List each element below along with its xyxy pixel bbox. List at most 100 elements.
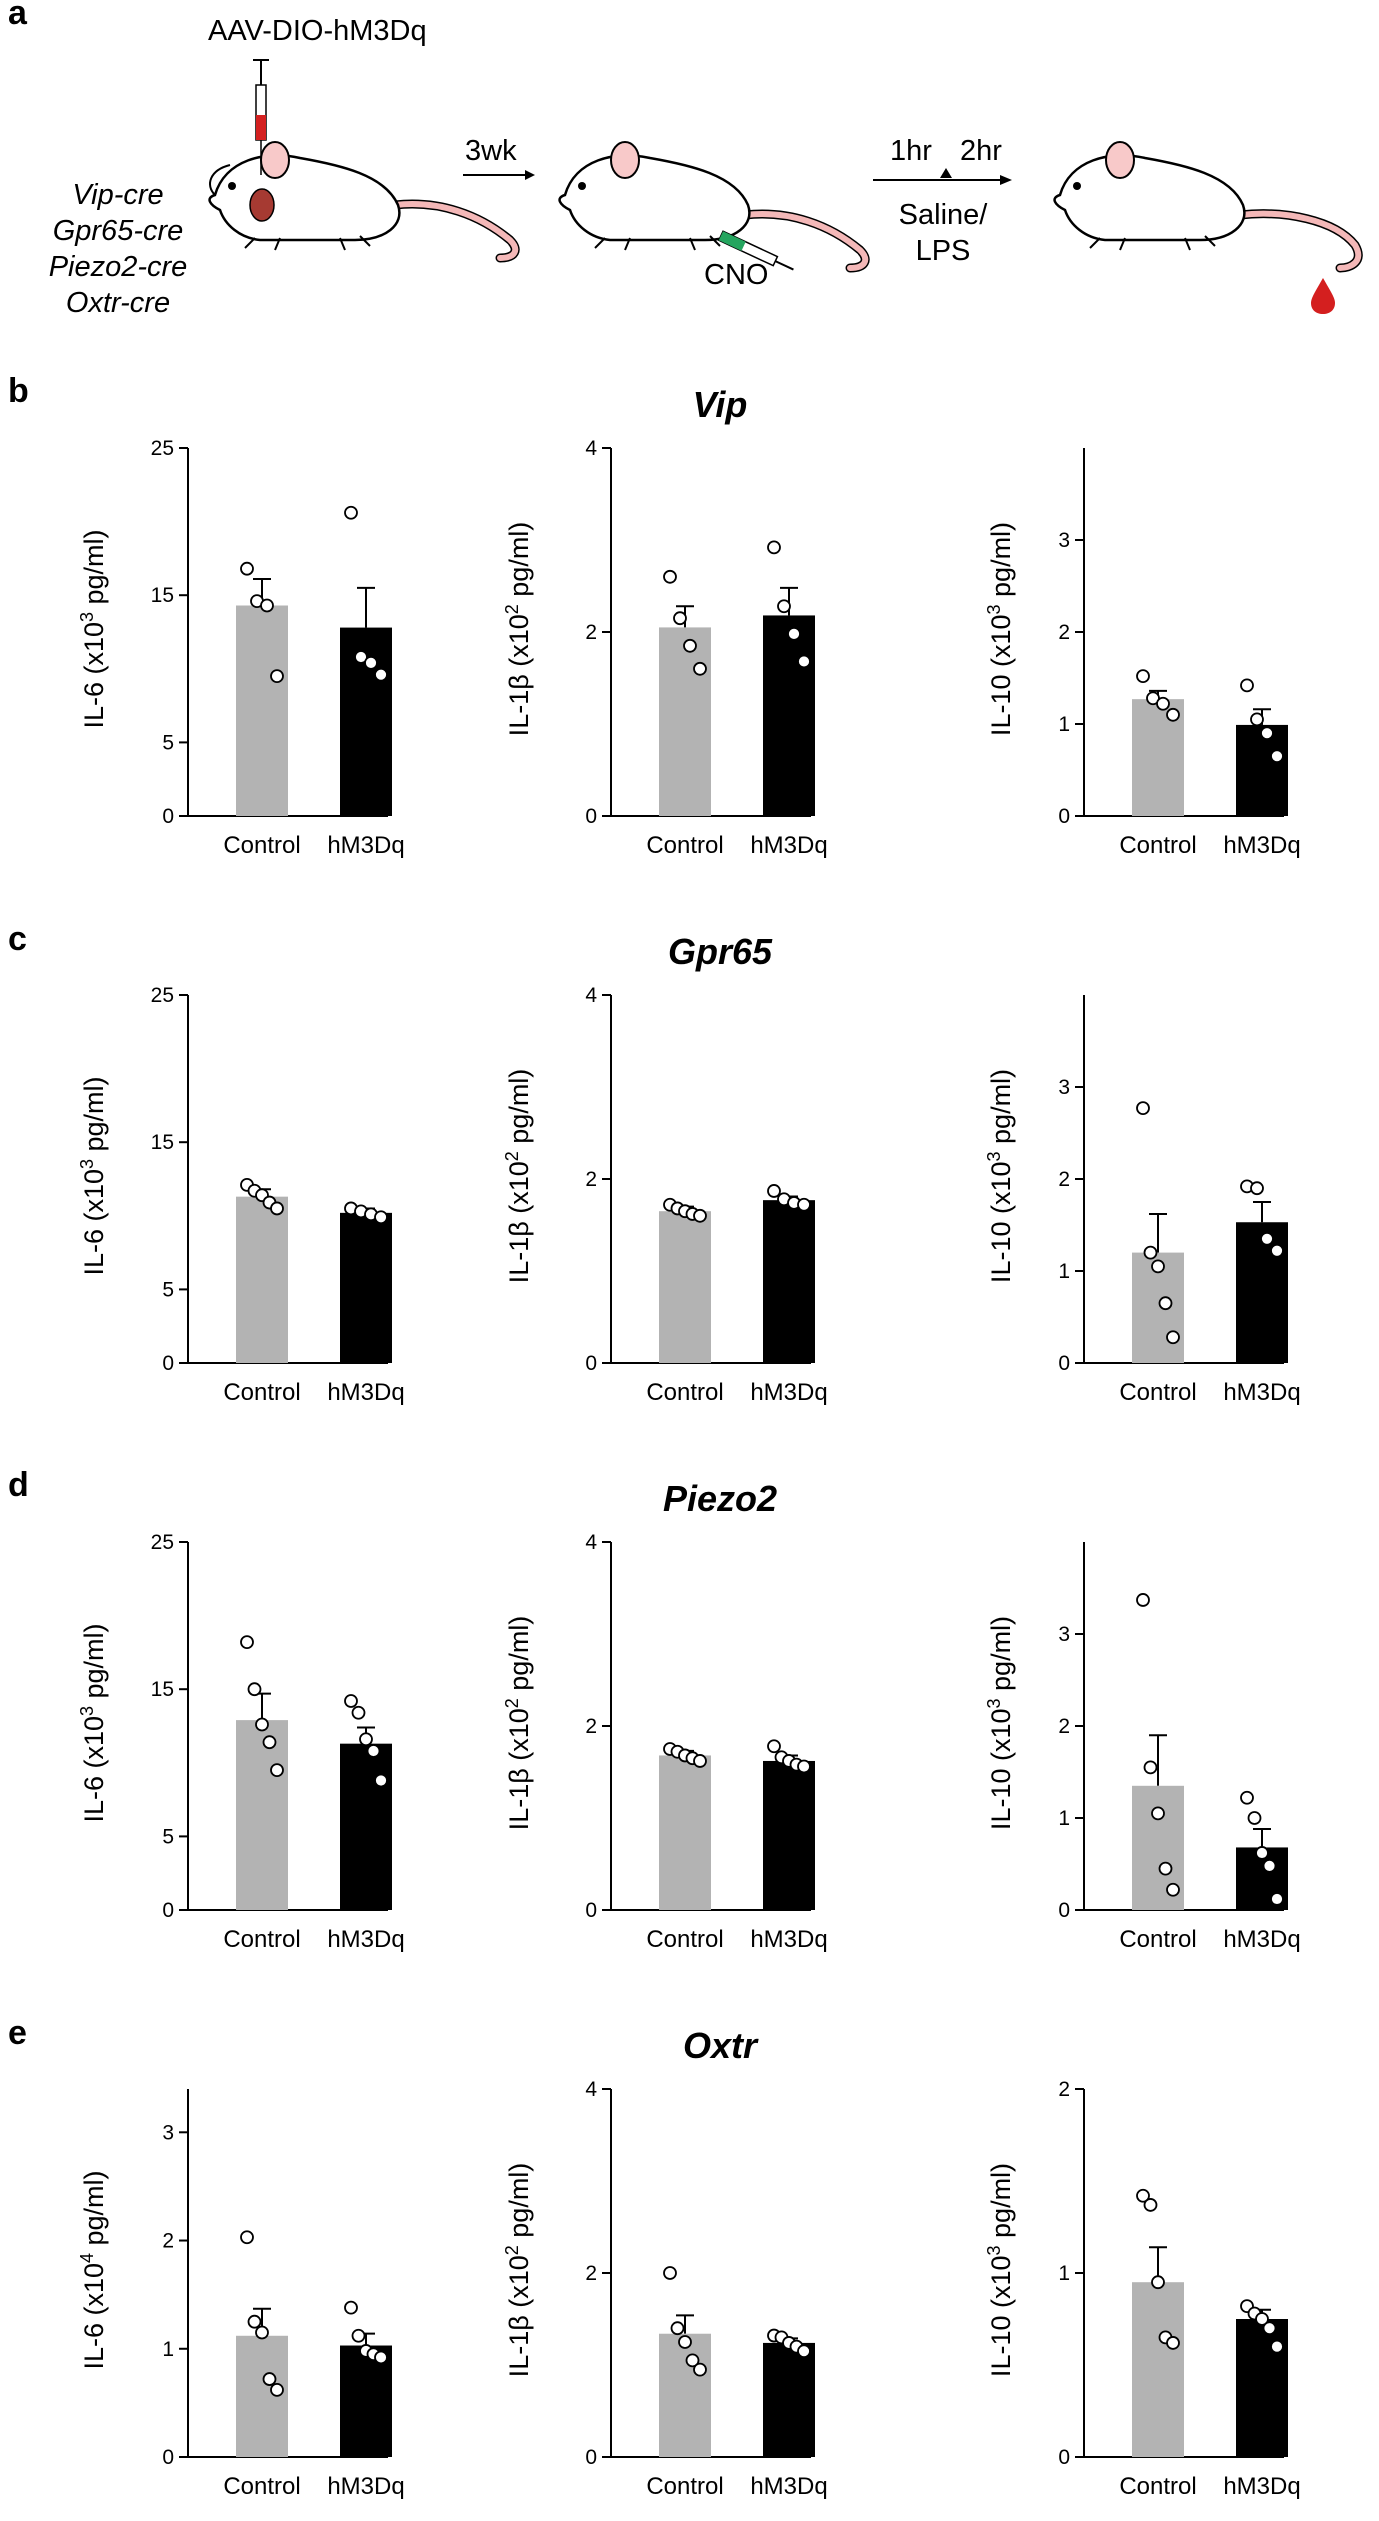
data-point [344,1694,358,1708]
data-point [693,1754,707,1768]
x-tick-label-hm3dq: hM3Dq [327,2473,404,2500]
data-point [1270,1243,1284,1258]
data-point [1151,1259,1165,1274]
x-tick-label-hm3dq: hM3Dq [327,832,404,859]
row-e-header: e Oxtr [8,2014,759,2066]
y-tick-label: 3 [162,2121,174,2144]
x-tick-label-hm3dq: hM3Dq [750,1379,827,1406]
chart-d-il10: 0 1 2 3 Control hM3Dq [1058,1542,1301,1953]
x-tick-label-hm3dq: hM3Dq [750,832,827,859]
bar-hm3dq [340,1212,392,1363]
bar-control [236,1196,288,1363]
bar-hm3dq [340,2345,392,2457]
data-point [797,1759,811,1774]
ylabel-e-il10: IL-10 (x103 pg/ml) [984,2163,1016,2377]
bar-hm3dq [763,615,815,816]
arrow-treatment: 1hr 2hr Saline/ LPS [873,135,1012,267]
data-point [777,599,791,614]
panel-label-b: b [8,372,29,410]
data-point [685,2353,700,2368]
x-tick-label-control: Control [1119,1926,1196,1953]
y-tick-label: 25 [151,437,174,460]
ylabel-d-il6: IL-6 (x103 pg/ml) [77,1623,109,1822]
chart-e-il10: 0 1 2 Control hM3Dq [1058,2078,1300,2500]
ylabel-b-il6: IL-6 (x103 pg/ml) [77,529,109,728]
data-point [247,1682,262,1697]
row-d-header: d Piezo2 [8,1466,777,1519]
data-point [683,638,697,653]
bar-hm3dq [763,1200,815,1363]
data-point [1262,2321,1277,2336]
x-tick-label-control: Control [646,1379,723,1406]
ylabel-b-il10: IL-10 (x103 pg/ml) [984,522,1016,736]
treatment-label-2: LPS [916,235,971,267]
ylabel-c-il10: IL-10 (x103 pg/ml) [984,1069,1016,1283]
data-point [1166,1330,1180,1345]
mouse-injected-illustration [208,59,520,263]
data-point [663,569,677,584]
data-point [260,598,274,613]
data-point [1255,1846,1269,1860]
chart-c-il6: 0 5 15 25 Control hM3Dq [151,984,405,1406]
ylabel-e-il6: IL-6 (x104 pg/ml) [77,2170,109,2369]
y-tick-label: 0 [162,805,174,828]
x-tick-label-control: Control [646,2473,723,2500]
cre-lines: Vip-cre Gpr65-cre Piezo2-cre Oxtr-cre [49,179,188,319]
y-tick-label: 2 [1058,1168,1070,1191]
y-tick-label: 5 [162,1278,174,1301]
arrow-3wk: 3wk [463,135,535,180]
data-point [1270,1892,1284,1906]
data-point [767,1184,781,1198]
bar-control [236,1720,288,1910]
y-tick-label: 5 [162,731,174,754]
data-point [359,1732,373,1747]
panel-label-e: e [8,2014,27,2052]
data-point [797,654,811,669]
y-tick-label: 15 [151,1678,174,1701]
x-tick-label-hm3dq: hM3Dq [1223,1379,1300,1406]
bar-control [659,627,711,816]
wait-label: 3wk [465,135,517,167]
y-tick-label: 0 [585,1352,597,1375]
data-point [1270,2339,1284,2354]
x-tick-label-control: Control [646,832,723,859]
data-point [247,2314,262,2329]
data-point [1166,1882,1180,1897]
x-tick-label-control: Control [223,2473,300,2500]
data-point [678,2335,692,2349]
data-point [663,2266,677,2280]
ylabel-d-il10: IL-10 (x103 pg/ml) [984,1616,1016,1830]
bar-hm3dq [340,1743,392,1910]
ylabel-c-il1b: IL-1β (x102 pg/ml) [502,1069,534,1284]
time1-label: 1hr [890,135,932,167]
y-tick-label: 5 [162,1825,174,1848]
y-tick-label: 0 [1058,2446,1070,2469]
data-point [240,1635,254,1649]
x-tick-label-control: Control [1119,1379,1196,1406]
y-axis-labels: IL-6 (x103 pg/ml) IL-1β (x102 pg/ml) IL-… [77,522,1016,2378]
x-tick-label-hm3dq: hM3Dq [327,1379,404,1406]
ylabel-d-il1b: IL-1β (x102 pg/ml) [502,1616,534,1831]
y-tick-label: 2 [585,621,597,644]
bar-hm3dq [1236,2319,1288,2457]
chart-e-il1b: 0 2 4 Control hM3Dq [585,2078,827,2500]
data-point [262,2372,277,2386]
data-point [374,1210,388,1225]
ylabel-e-il1b: IL-1β (x102 pg/ml) [502,2163,534,2378]
data-point [1260,1231,1274,1246]
data-point [344,505,358,520]
bar-control [659,2333,711,2457]
x-tick-label-control: Control [1119,832,1196,859]
panel-label-a: a [8,0,28,32]
data-point [670,2321,685,2336]
x-tick-label-hm3dq: hM3Dq [327,1926,404,1953]
row-title-vip: Vip [693,384,748,425]
data-point [1250,1181,1264,1196]
row-b-header: b Vip [8,372,747,425]
data-point [255,2325,269,2340]
ylabel-c-il6: IL-6 (x103 pg/ml) [77,1076,109,1275]
data-point [787,626,801,641]
y-tick-label: 3 [1058,529,1070,552]
